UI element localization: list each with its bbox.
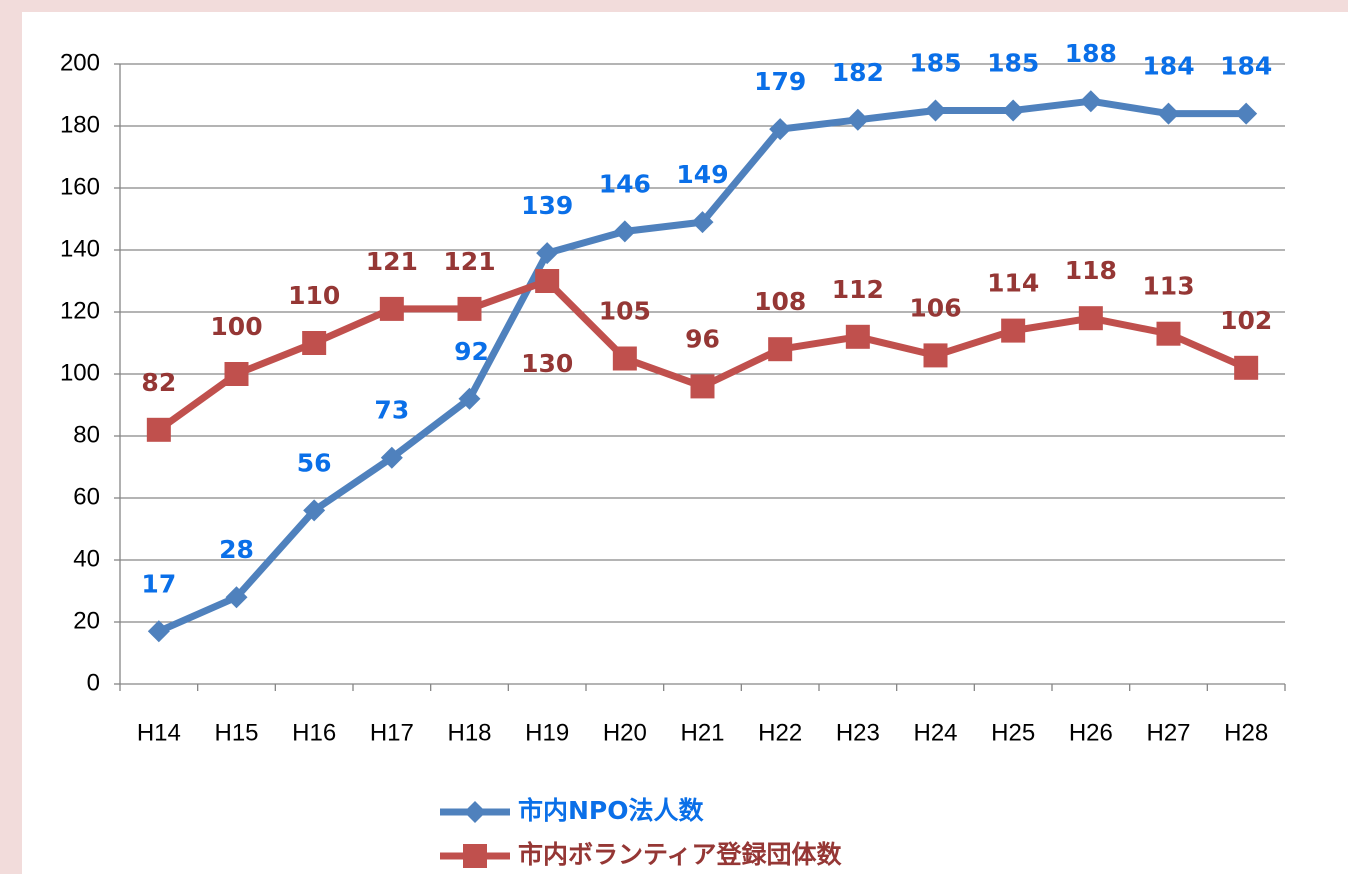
data-point <box>147 620 170 643</box>
data-label: 96 <box>685 324 720 353</box>
x-tick-label: H17 <box>370 719 414 746</box>
data-point <box>924 99 947 122</box>
data-point <box>1078 306 1103 331</box>
data-label: 146 <box>599 169 651 198</box>
data-point <box>768 337 793 362</box>
data-label: 184 <box>1220 52 1272 81</box>
data-point <box>1001 318 1026 343</box>
data-label: 118 <box>1065 256 1117 285</box>
data-point <box>146 417 171 442</box>
data-label: 114 <box>987 269 1039 298</box>
data-label: 121 <box>366 247 418 276</box>
y-tick-label: 80 <box>73 421 100 448</box>
data-label: 185 <box>909 49 961 78</box>
data-label: 139 <box>521 191 573 220</box>
data-point <box>303 499 326 522</box>
data-label: 102 <box>1220 306 1272 335</box>
data-label: 182 <box>832 58 884 87</box>
data-point <box>1079 90 1102 113</box>
data-point <box>612 346 637 371</box>
x-tick-label: H27 <box>1146 719 1190 746</box>
data-label: 149 <box>676 160 728 189</box>
y-tick-label: 40 <box>73 545 100 572</box>
data-point <box>535 269 560 293</box>
data-point <box>458 387 481 410</box>
data-label: 28 <box>219 535 254 564</box>
data-point <box>380 446 403 469</box>
data-point <box>691 211 714 234</box>
data-label: 121 <box>443 247 495 276</box>
data-point <box>769 118 792 141</box>
x-tick-label: H22 <box>758 719 802 746</box>
y-tick-label: 120 <box>60 297 100 324</box>
data-point <box>1235 102 1258 125</box>
data-label: 110 <box>288 281 340 310</box>
data-point <box>923 343 948 368</box>
data-point <box>690 374 715 399</box>
x-tick-label: H20 <box>603 719 647 746</box>
x-tick-label: H15 <box>214 719 258 746</box>
data-label: 56 <box>297 448 332 477</box>
legend-marker <box>463 844 487 868</box>
y-tick-label: 60 <box>73 483 100 510</box>
data-point <box>457 296 482 321</box>
y-tick-label: 200 <box>60 49 100 76</box>
data-point <box>302 331 327 355</box>
data-point <box>1234 355 1259 380</box>
y-tick-label: 100 <box>60 359 100 386</box>
data-label: 73 <box>374 396 409 425</box>
data-label: 188 <box>1065 39 1117 68</box>
x-tick-label: H24 <box>913 719 957 746</box>
x-tick-label: H23 <box>836 719 880 746</box>
x-tick-label: H26 <box>1069 719 1113 746</box>
data-label: 17 <box>141 569 176 598</box>
data-label: 113 <box>1142 272 1194 301</box>
y-tick-label: 140 <box>60 235 100 262</box>
data-point <box>613 220 636 243</box>
data-label: 179 <box>754 67 806 96</box>
x-tick-label: H16 <box>292 719 336 746</box>
x-tick-label: H21 <box>680 719 724 746</box>
legend-marker <box>464 801 486 823</box>
chart-area <box>22 12 1348 874</box>
y-tick-label: 0 <box>87 669 100 696</box>
data-label: 184 <box>1142 52 1194 81</box>
data-point <box>1157 102 1180 125</box>
data-label: 112 <box>832 275 884 304</box>
data-point <box>845 324 870 349</box>
data-point <box>1156 321 1181 346</box>
data-point <box>224 362 249 386</box>
x-tick-label: H14 <box>137 719 181 746</box>
x-tick-label: H18 <box>447 719 491 746</box>
data-point <box>1002 99 1025 122</box>
data-label: 130 <box>521 349 573 378</box>
data-label: 82 <box>141 368 176 397</box>
y-tick-label: 20 <box>73 607 100 634</box>
data-label: 92 <box>454 337 489 366</box>
legend-label: 市内NPO法人数 <box>518 796 704 825</box>
data-label: 105 <box>599 297 651 326</box>
data-label: 108 <box>754 287 806 316</box>
y-tick-label: 160 <box>60 173 100 200</box>
data-label: 185 <box>987 49 1039 78</box>
x-tick-label: H25 <box>991 719 1035 746</box>
data-point <box>846 108 869 131</box>
data-label: 106 <box>909 293 961 322</box>
x-tick-label: H19 <box>525 719 569 746</box>
data-point <box>536 242 559 265</box>
data-point <box>379 296 404 321</box>
data-point <box>225 586 248 609</box>
legend-label: 市内ボランティア登録団体数 <box>518 840 843 869</box>
data-label: 100 <box>210 312 262 341</box>
x-tick-label: H28 <box>1224 719 1268 746</box>
y-tick-label: 180 <box>60 111 100 138</box>
